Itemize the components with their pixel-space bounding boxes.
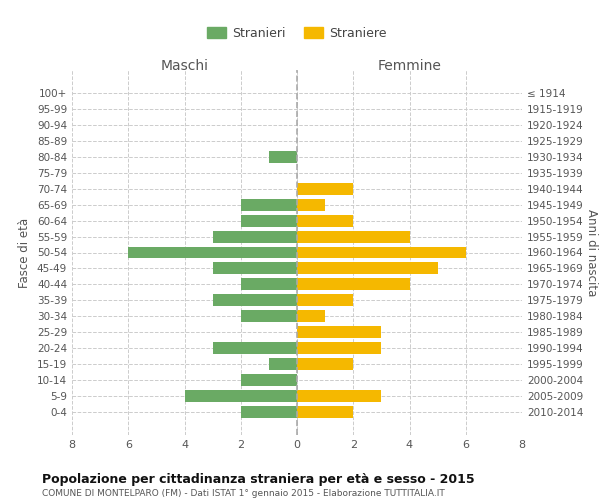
- Bar: [241, 406, 297, 418]
- Bar: [128, 246, 297, 258]
- Bar: [269, 358, 297, 370]
- Text: COMUNE DI MONTELPARO (FM) - Dati ISTAT 1° gennaio 2015 - Elaborazione TUTTITALIA: COMUNE DI MONTELPARO (FM) - Dati ISTAT 1…: [42, 489, 445, 498]
- Legend: Stranieri, Straniere: Stranieri, Straniere: [202, 22, 392, 44]
- Bar: [297, 198, 325, 210]
- Bar: [212, 342, 297, 354]
- Bar: [297, 326, 382, 338]
- Bar: [297, 182, 353, 194]
- Bar: [297, 214, 353, 226]
- Bar: [297, 278, 409, 290]
- Bar: [241, 198, 297, 210]
- Bar: [297, 230, 409, 242]
- Y-axis label: Fasce di età: Fasce di età: [19, 218, 31, 288]
- Text: Maschi: Maschi: [161, 60, 209, 74]
- Bar: [269, 150, 297, 162]
- Bar: [297, 246, 466, 258]
- Bar: [297, 390, 382, 402]
- Bar: [241, 310, 297, 322]
- Bar: [212, 262, 297, 274]
- Bar: [297, 294, 353, 306]
- Bar: [212, 294, 297, 306]
- Bar: [297, 358, 353, 370]
- Bar: [241, 214, 297, 226]
- Bar: [297, 262, 437, 274]
- Y-axis label: Anni di nascita: Anni di nascita: [584, 209, 598, 296]
- Bar: [212, 230, 297, 242]
- Bar: [185, 390, 297, 402]
- Bar: [241, 278, 297, 290]
- Bar: [297, 406, 353, 418]
- Text: Femmine: Femmine: [377, 60, 442, 74]
- Bar: [241, 374, 297, 386]
- Text: Popolazione per cittadinanza straniera per età e sesso - 2015: Popolazione per cittadinanza straniera p…: [42, 472, 475, 486]
- Bar: [297, 310, 325, 322]
- Bar: [297, 342, 382, 354]
